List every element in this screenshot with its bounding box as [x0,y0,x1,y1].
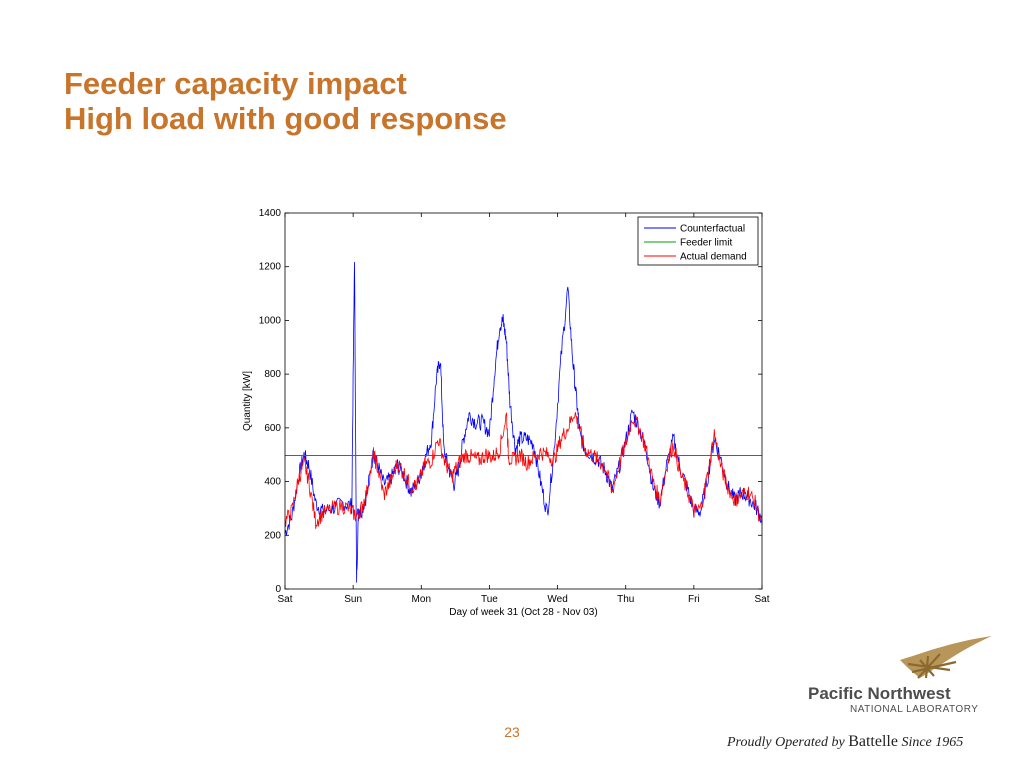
x-tick-label: Tue [481,594,498,605]
plot-frame [284,212,763,590]
slide-title-line-1: Feeder capacity impact [64,66,407,101]
y-tick-label: 1400 [259,208,282,219]
legend-entry: Feeder limit [680,238,732,249]
y-tick-label: 200 [264,530,281,541]
x-tick-label: Sun [344,594,362,605]
legend-box [637,216,759,266]
x-tick-label: Sat [754,594,769,605]
x-tick-label: Fri [688,594,700,605]
x-tick-label: Thu [617,594,634,605]
plot-area: 0 200 400 600 800 1000 1200 1400 Sat Sun Mon Tue Wed… [242,208,770,618]
slide-title: Feeder capacity impact High load with go… [64,66,507,136]
x-axis-label: Day of week 31 (Oct 28 - Nov 03) [449,607,597,618]
y-tick-label: 600 [264,423,281,434]
y-tick-label: 1000 [259,315,282,326]
x-tick-label: Mon [412,594,431,605]
line-chart: 0 200 400 600 800 1000 1200 1400 Sat Sun Mon Tue Wed… [242,208,770,618]
logo-name: Pacific Northwest [808,684,951,703]
y-tick-label: 0 [275,584,281,595]
page-number: 23 [504,724,520,740]
series-line-counterfactual [284,261,763,583]
series-line-actual-demand [284,412,763,529]
operated-brand: Battelle [848,733,898,750]
operated-by-text: Proudly Operated by Battelle Since 1965 [727,733,963,751]
slide-title-line-2: High load with good response [64,101,507,136]
y-tick-label: 400 [264,477,281,488]
y-axis-label: Quantity [kW] [242,371,253,431]
operated-suffix: Since 1965 [901,735,964,750]
y-tick-label: 800 [264,369,281,380]
x-tick-label: Wed [547,594,567,605]
legend-entry: Actual demand [680,252,747,263]
pnnl-swoosh-icon [900,636,992,679]
operated-prefix: Proudly Operated by [727,735,845,750]
logo-subtitle: NATIONAL LABORATORY [850,704,979,715]
legend-entry: Counterfactual [680,224,745,235]
x-tick-label: Sat [277,594,292,605]
y-tick-label: 1200 [259,262,282,273]
